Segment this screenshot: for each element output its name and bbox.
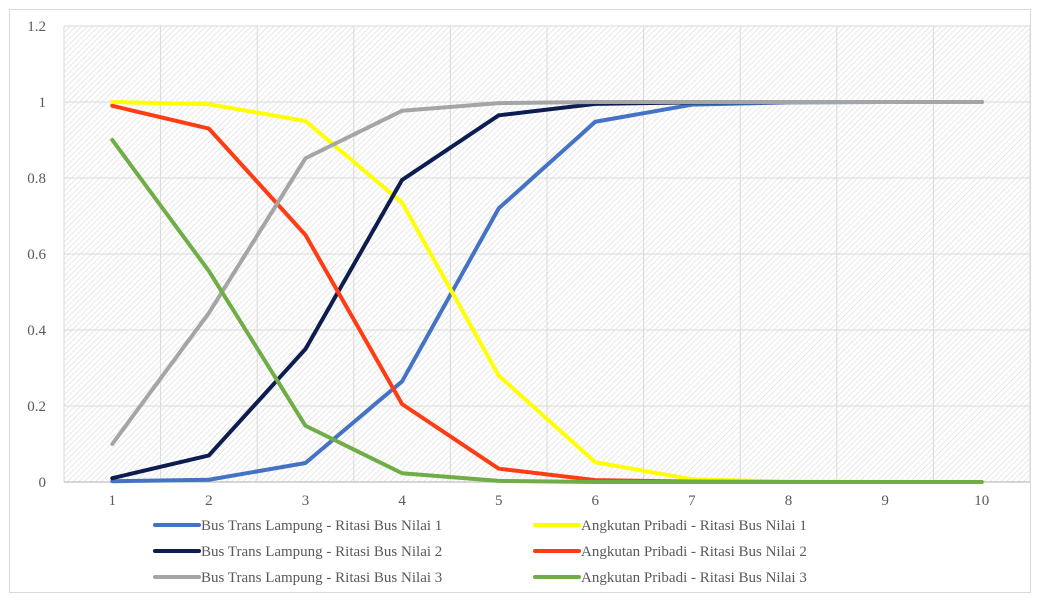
legend-label-5: Bus Trans Lampung - Ritasi Bus Nilai 3 [201, 570, 442, 586]
series-lines [110, 100, 984, 484]
x-tick-label: 7 [688, 493, 696, 509]
y-tick-label: 1.2 [27, 19, 46, 35]
x-tick-label: 2 [205, 493, 213, 509]
y-tick-label: 0.2 [27, 399, 46, 415]
series-line-5 [110, 100, 984, 446]
legend-label-6: Angkutan Pribadi - Ritasi Bus Nilai 3 [581, 570, 807, 586]
x-tick-label: 5 [495, 493, 503, 509]
x-tick-label: 10 [974, 493, 989, 509]
legend-label-4: Angkutan Pribadi - Ritasi Bus Nilai 2 [581, 544, 807, 560]
y-axis-ticks: 0 0.2 0.4 0.6 0.8 1 1.2 [27, 19, 46, 491]
x-tick-label: 1 [109, 493, 117, 509]
x-tick-label: 4 [398, 493, 406, 509]
series-line-6 [110, 138, 984, 484]
x-tick-label: 3 [302, 493, 310, 509]
x-axis-ticks: 1 2 3 4 5 6 7 8 9 10 [109, 493, 990, 509]
y-tick-label: 0.4 [27, 323, 46, 339]
x-tick-label: 8 [785, 493, 793, 509]
y-tick-label: 1 [39, 95, 47, 111]
x-tick-label: 6 [592, 493, 600, 509]
x-tick-label: 9 [881, 493, 889, 509]
legend-label-3: Bus Trans Lampung - Ritasi Bus Nilai 2 [201, 544, 442, 560]
legend-label-2: Angkutan Pribadi - Ritasi Bus Nilai 1 [581, 518, 807, 534]
y-tick-label: 0.6 [27, 247, 46, 263]
y-tick-label: 0 [39, 475, 47, 491]
legend-label-1: Bus Trans Lampung - Ritasi Bus Nilai 1 [201, 518, 442, 534]
legend: Bus Trans Lampung - Ritasi Bus Nilai 1 An… [153, 518, 807, 586]
y-tick-label: 0.8 [27, 171, 46, 187]
